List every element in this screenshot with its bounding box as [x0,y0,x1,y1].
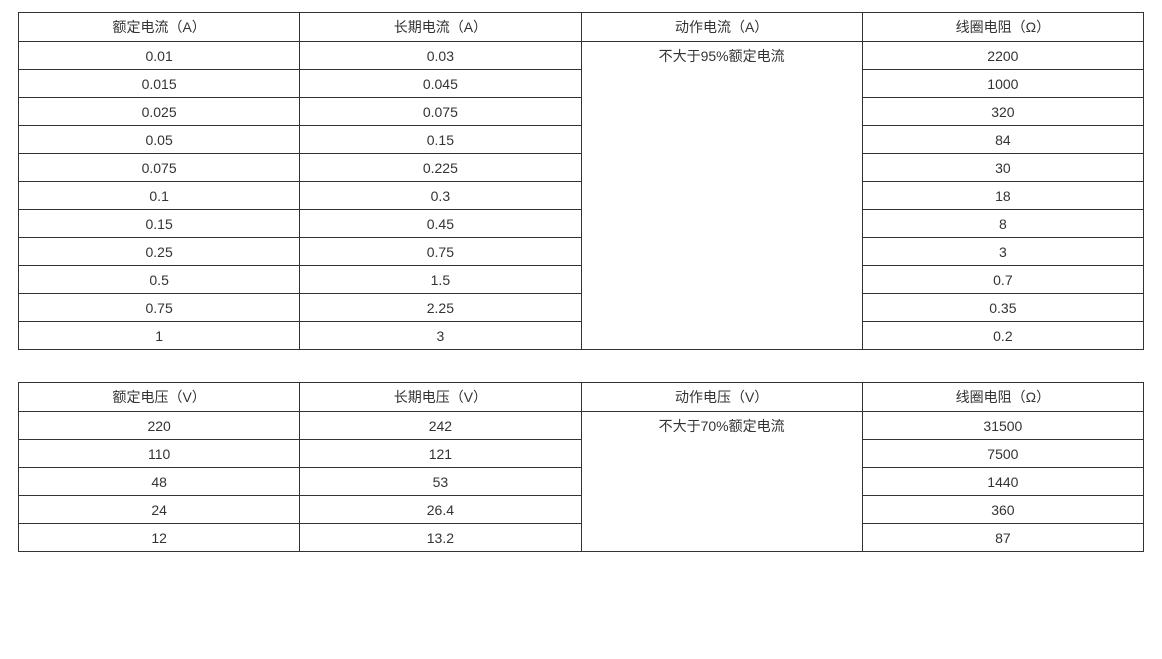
cell-rated: 1 [19,322,300,350]
cell-long: 2.25 [300,294,581,322]
current-table: 额定电流（A） 长期电流（A） 动作电流（A） 线圈电阻（Ω） 0.010.03… [18,12,1144,350]
voltage-table-wrapper: 额定电压（V） 长期电压（V） 动作电压（V） 线圈电阻（Ω） 220242不大… [18,382,1144,552]
col-header-rated-voltage: 额定电压（V） [19,383,300,412]
cell-long: 0.045 [300,70,581,98]
cell-long: 0.225 [300,154,581,182]
cell-long: 0.15 [300,126,581,154]
cell-rated: 0.075 [19,154,300,182]
col-header-action-current: 动作电流（A） [581,13,862,42]
cell-rated: 110 [19,440,300,468]
cell-rated: 12 [19,524,300,552]
cell-action-merged: 不大于95%额定电流 [581,42,862,350]
cell-rated: 0.015 [19,70,300,98]
cell-long: 0.45 [300,210,581,238]
col-header-action-voltage: 动作电压（V） [581,383,862,412]
cell-long: 53 [300,468,581,496]
cell-long: 3 [300,322,581,350]
table-row: 220242不大于70%额定电流31500 [19,412,1144,440]
cell-rated: 24 [19,496,300,524]
col-header-coil-resistance: 线圈电阻（Ω） [862,383,1143,412]
cell-rated: 0.25 [19,238,300,266]
cell-resistance: 8 [862,210,1143,238]
cell-long: 242 [300,412,581,440]
cell-resistance: 360 [862,496,1143,524]
cell-rated: 0.025 [19,98,300,126]
cell-resistance: 3 [862,238,1143,266]
col-header-long-current: 长期电流（A） [300,13,581,42]
cell-resistance: 2200 [862,42,1143,70]
cell-long: 121 [300,440,581,468]
table-header-row: 额定电流（A） 长期电流（A） 动作电流（A） 线圈电阻（Ω） [19,13,1144,42]
col-header-rated-current: 额定电流（A） [19,13,300,42]
cell-action-merged: 不大于70%额定电流 [581,412,862,552]
cell-resistance: 31500 [862,412,1143,440]
table-header-row: 额定电压（V） 长期电压（V） 动作电压（V） 线圈电阻（Ω） [19,383,1144,412]
cell-resistance: 0.7 [862,266,1143,294]
voltage-table: 额定电压（V） 长期电压（V） 动作电压（V） 线圈电阻（Ω） 220242不大… [18,382,1144,552]
cell-resistance: 1000 [862,70,1143,98]
cell-long: 0.3 [300,182,581,210]
current-table-wrapper: 额定电流（A） 长期电流（A） 动作电流（A） 线圈电阻（Ω） 0.010.03… [18,12,1144,350]
cell-long: 26.4 [300,496,581,524]
cell-rated: 220 [19,412,300,440]
cell-long: 1.5 [300,266,581,294]
cell-long: 0.75 [300,238,581,266]
cell-rated: 0.5 [19,266,300,294]
cell-long: 0.03 [300,42,581,70]
voltage-table-body: 220242不大于70%额定电流315001101217500485314402… [19,412,1144,552]
cell-resistance: 84 [862,126,1143,154]
cell-resistance: 30 [862,154,1143,182]
table-row: 0.010.03不大于95%额定电流2200 [19,42,1144,70]
cell-rated: 0.1 [19,182,300,210]
cell-resistance: 0.2 [862,322,1143,350]
cell-resistance: 1440 [862,468,1143,496]
cell-rated: 48 [19,468,300,496]
current-table-body: 0.010.03不大于95%额定电流22000.0150.04510000.02… [19,42,1144,350]
cell-resistance: 320 [862,98,1143,126]
cell-long: 0.075 [300,98,581,126]
cell-rated: 0.15 [19,210,300,238]
cell-long: 13.2 [300,524,581,552]
cell-resistance: 87 [862,524,1143,552]
col-header-long-voltage: 长期电压（V） [300,383,581,412]
cell-rated: 0.05 [19,126,300,154]
cell-rated: 0.01 [19,42,300,70]
cell-resistance: 7500 [862,440,1143,468]
col-header-coil-resistance: 线圈电阻（Ω） [862,13,1143,42]
cell-resistance: 0.35 [862,294,1143,322]
cell-rated: 0.75 [19,294,300,322]
cell-resistance: 18 [862,182,1143,210]
